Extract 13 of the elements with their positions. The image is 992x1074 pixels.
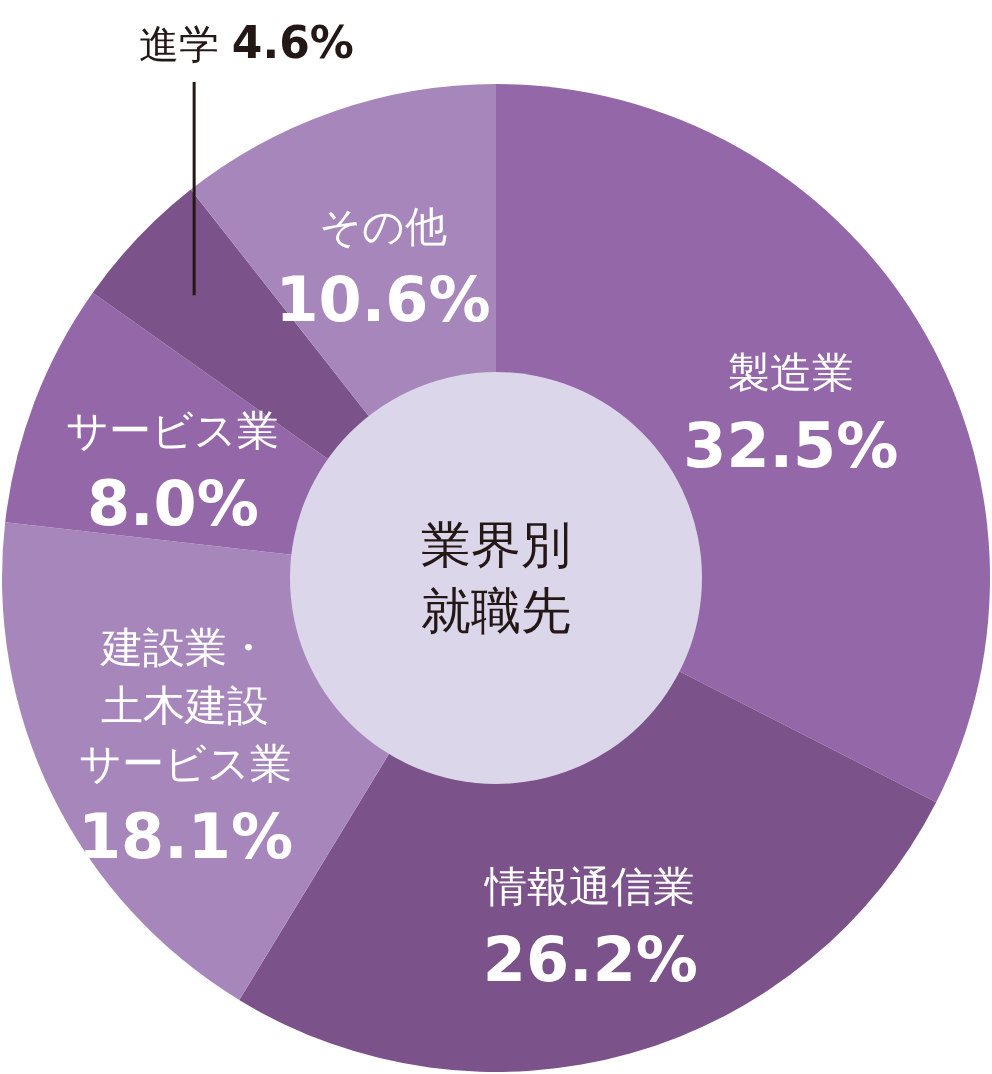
data-label: 32.5% <box>683 409 899 483</box>
data-label: 26.2% <box>482 922 698 996</box>
slice-label: サービス業 <box>66 405 280 455</box>
slice-label: 情報通信業 <box>483 861 696 911</box>
data-label: 4.6% <box>231 17 354 68</box>
data-label: 10.6% <box>275 263 491 337</box>
data-label: 18.1% <box>77 800 294 874</box>
slice-label: 進学 <box>139 21 232 67</box>
slice-label: 建設業・土木建設サービス業 <box>78 623 292 789</box>
text: 業界別就職先 <box>421 516 571 640</box>
slice-label: その他 <box>318 202 447 252</box>
data-label: 8.0% <box>86 466 259 540</box>
slice-label: 製造業 <box>727 348 854 398</box>
